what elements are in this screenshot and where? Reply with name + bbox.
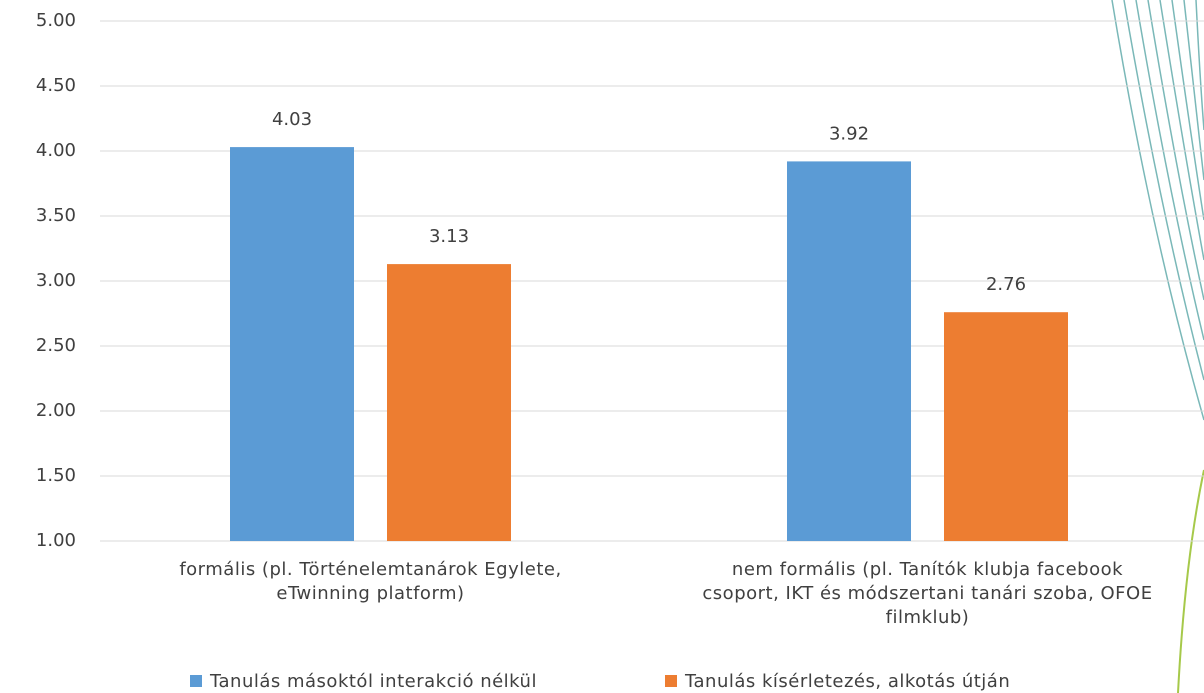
- data-label: 3.13: [429, 226, 469, 247]
- y-tick-label: 4.50: [36, 75, 76, 96]
- y-tick-label: 3.00: [36, 270, 76, 291]
- y-tick-label: 1.50: [36, 465, 76, 486]
- y-tick-label: 4.00: [36, 140, 76, 161]
- x-tick-label: formális (pl. Történelemtanárok Egylete,…: [121, 558, 621, 606]
- x-tick-label-box: nem formális (pl. Tanítók klubja faceboo…: [678, 558, 1178, 638]
- data-label: 2.76: [986, 274, 1026, 295]
- legend-label: Tanulás kísérletezés, alkotás útján: [684, 671, 1010, 692]
- bar: [944, 312, 1068, 541]
- x-tick-label: nem formális (pl. Tanítók klubja faceboo…: [678, 558, 1178, 630]
- y-tick-label: 2.50: [36, 335, 76, 356]
- data-label: 3.92: [829, 123, 869, 144]
- y-tick-label: 2.00: [36, 400, 76, 421]
- y-tick-label: 1.00: [36, 530, 76, 551]
- y-tick-label: 5.00: [36, 10, 76, 31]
- legend-swatch: [190, 675, 202, 687]
- legend-label: Tanulás másoktól interakció nélkül: [209, 671, 537, 692]
- data-label: 4.03: [272, 109, 312, 130]
- x-tick-label-box: formális (pl. Történelemtanárok Egylete,…: [121, 558, 621, 638]
- y-tick-label: 3.50: [36, 205, 76, 226]
- chart: 1.00 1.50 2.00 2.50 3.00 3.50 4.00 4.50 5.00 form…: [0, 0, 1204, 693]
- bar: [387, 264, 511, 541]
- legend-swatch: [665, 675, 677, 687]
- bar: [787, 161, 911, 541]
- bar: [230, 147, 354, 541]
